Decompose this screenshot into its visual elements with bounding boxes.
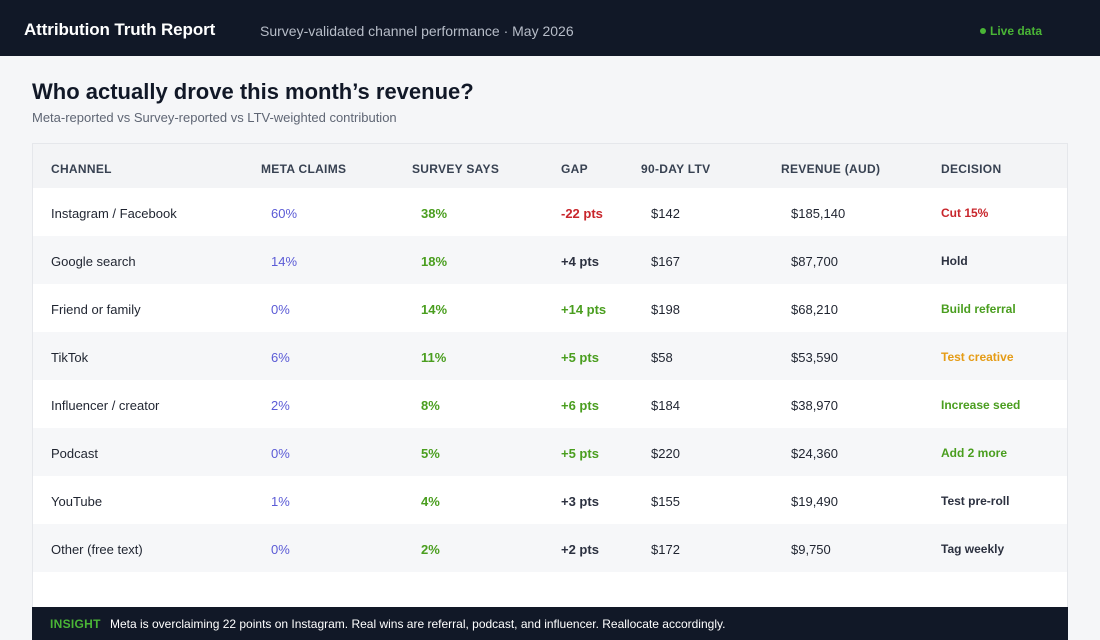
- ltv-cell: $58: [651, 350, 673, 365]
- table-row: Friend or family 0% 14% +14 pts $198 $68…: [33, 284, 1067, 332]
- table-row: YouTube 1% 4% +3 pts $155 $19,490 Test p…: [33, 476, 1067, 524]
- channel-cell: Instagram / Facebook: [51, 206, 177, 221]
- decision-cell: Add 2 more: [941, 446, 1008, 460]
- column-header-revenue[interactable]: REVENUE (AUD): [781, 162, 881, 176]
- revenue-cell: $53,590: [791, 350, 838, 365]
- meta-claims-cell: 14%: [271, 254, 298, 269]
- revenue-cell: $9,750: [791, 542, 831, 557]
- survey-says-cell: 8%: [421, 398, 440, 413]
- meta-claims-cell: 6%: [271, 350, 290, 365]
- gap-cell: +4 pts: [561, 254, 599, 269]
- decision-cell: Tag weekly: [941, 542, 1005, 556]
- survey-says-cell: 2%: [421, 542, 440, 557]
- channel-cell: Other (free text): [51, 542, 143, 557]
- gap-cell: +5 pts: [561, 350, 599, 365]
- page-subtitle: Meta-reported vs Survey-reported vs LTV-…: [32, 110, 397, 125]
- survey-says-cell: 18%: [421, 254, 448, 269]
- column-header-gap[interactable]: GAP: [561, 162, 588, 176]
- ltv-cell: $184: [651, 398, 680, 413]
- channel-cell: YouTube: [51, 494, 103, 509]
- ltv-cell: $155: [651, 494, 680, 509]
- gap-cell: +3 pts: [561, 494, 599, 509]
- insight-label: INSIGHT: [50, 617, 101, 631]
- app-subtitle: Survey-validated channel performance · M…: [260, 23, 574, 39]
- gap-cell: -22 pts: [561, 206, 603, 221]
- insight-text: Meta is overclaiming 22 points on Instag…: [110, 617, 726, 631]
- page-title: Who actually drove this month’s revenue?: [32, 79, 474, 104]
- channel-cell: Podcast: [51, 446, 98, 461]
- table-row: Google search 14% 18% +4 pts $167 $87,70…: [33, 236, 1067, 284]
- decision-cell: Hold: [941, 254, 968, 268]
- app-title: Attribution Truth Report: [24, 20, 216, 39]
- channel-cell: Google search: [51, 254, 136, 269]
- meta-claims-cell: 60%: [271, 206, 298, 221]
- table-row: Influencer / creator 2% 8% +6 pts $184 $…: [33, 380, 1067, 428]
- live-dot-icon: [980, 28, 986, 34]
- ltv-cell: $142: [651, 206, 680, 221]
- revenue-cell: $87,700: [791, 254, 838, 269]
- decision-cell: Test pre-roll: [941, 494, 1010, 508]
- ltv-cell: $172: [651, 542, 680, 557]
- table-row: Instagram / Facebook 60% 38% -22 pts $14…: [33, 188, 1067, 236]
- meta-claims-cell: 0%: [271, 302, 290, 317]
- survey-says-cell: 5%: [421, 446, 440, 461]
- ltv-cell: $220: [651, 446, 680, 461]
- channel-cell: TikTok: [51, 350, 89, 365]
- column-header-meta-claims[interactable]: META CLAIMS: [261, 162, 347, 176]
- meta-claims-cell: 2%: [271, 398, 290, 413]
- channel-cell: Friend or family: [51, 302, 141, 317]
- channel-cell: Influencer / creator: [51, 398, 160, 413]
- revenue-cell: $38,970: [791, 398, 838, 413]
- revenue-cell: $185,140: [791, 206, 846, 221]
- decision-cell: Build referral: [941, 302, 1016, 316]
- survey-says-cell: 38%: [421, 206, 448, 221]
- ltv-cell: $198: [651, 302, 680, 317]
- revenue-cell: $19,490: [791, 494, 838, 509]
- survey-says-cell: 11%: [421, 350, 447, 365]
- survey-says-cell: 14%: [421, 302, 448, 317]
- meta-claims-cell: 0%: [271, 542, 290, 557]
- top-bar: Attribution Truth Report Survey-validate…: [0, 0, 1100, 56]
- meta-claims-cell: 1%: [271, 494, 290, 509]
- gap-cell: +2 pts: [561, 542, 599, 557]
- column-header-channel[interactable]: CHANNEL: [51, 162, 112, 176]
- ltv-cell: $167: [651, 254, 680, 269]
- decision-cell: Increase seed: [941, 398, 1021, 412]
- attribution-table: CHANNEL META CLAIMS SURVEY SAYS GAP 90-D…: [32, 143, 1068, 613]
- decision-cell: Test creative: [941, 350, 1014, 364]
- revenue-cell: $68,210: [791, 302, 838, 317]
- table-row: TikTok 6% 11% +5 pts $58 $53,590 Test cr…: [33, 332, 1067, 380]
- gap-cell: +14 pts: [561, 302, 607, 317]
- meta-claims-cell: 0%: [271, 446, 290, 461]
- table-row: Other (free text) 0% 2% +2 pts $172 $9,7…: [33, 524, 1067, 572]
- insight-banner: INSIGHT Meta is overclaiming 22 points o…: [32, 607, 1068, 640]
- revenue-cell: $24,360: [791, 446, 838, 461]
- table-header: CHANNEL META CLAIMS SURVEY SAYS GAP 90-D…: [33, 144, 1067, 188]
- gap-cell: +6 pts: [561, 398, 599, 413]
- live-data-label: Live data: [990, 24, 1043, 38]
- column-header-90-day-ltv[interactable]: 90-DAY LTV: [641, 162, 711, 176]
- table-row: Podcast 0% 5% +5 pts $220 $24,360 Add 2 …: [33, 428, 1067, 476]
- column-header-survey-says[interactable]: SURVEY SAYS: [412, 162, 500, 176]
- survey-says-cell: 4%: [421, 494, 440, 509]
- gap-cell: +5 pts: [561, 446, 599, 461]
- live-data-indicator: Live data: [980, 24, 1042, 38]
- decision-cell: Cut 15%: [941, 206, 989, 220]
- column-header-decision[interactable]: DECISION: [941, 162, 1002, 176]
